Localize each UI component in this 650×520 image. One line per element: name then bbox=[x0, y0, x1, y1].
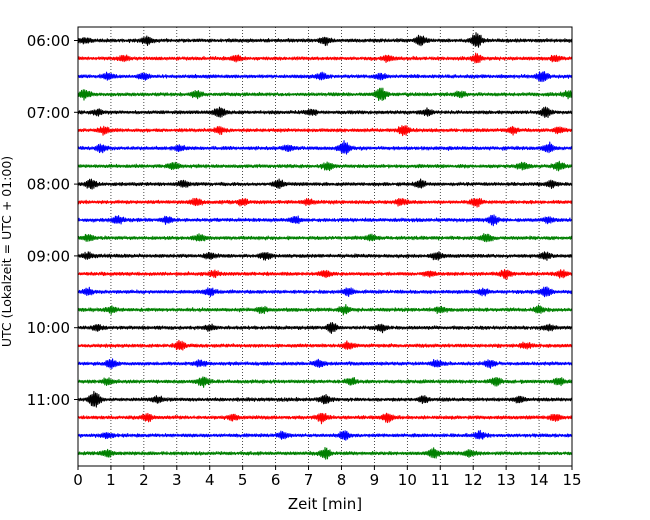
trace-0845 bbox=[77, 233, 573, 243]
y-tick-label: 06:00 bbox=[27, 32, 70, 50]
trace-1030 bbox=[77, 358, 573, 370]
x-tick-label: 15 bbox=[562, 471, 581, 489]
x-tick-label: 3 bbox=[172, 471, 182, 489]
x-tick-label: 13 bbox=[497, 471, 516, 489]
trace-0715 bbox=[77, 125, 573, 137]
x-tick-label: 6 bbox=[271, 471, 281, 489]
trace-0915 bbox=[77, 269, 573, 280]
x-tick-label: 5 bbox=[238, 471, 248, 489]
y-axis-ticks: 06:00 07:00 08:00 09:00 10:00 11:00 bbox=[27, 32, 78, 409]
plot-frame bbox=[77, 26, 573, 467]
trace-1100 bbox=[77, 390, 573, 408]
x-tick-label: 8 bbox=[337, 471, 347, 489]
y-tick-label: 10:00 bbox=[27, 319, 70, 337]
trace-0830 bbox=[77, 214, 573, 227]
x-tick-label: 0 bbox=[73, 471, 83, 489]
trace-0900 bbox=[77, 251, 573, 261]
y-tick-label: 09:00 bbox=[27, 247, 70, 265]
trace-0800 bbox=[77, 178, 573, 190]
trace-1015 bbox=[77, 339, 573, 351]
trace-0930 bbox=[77, 286, 573, 298]
trace-0945 bbox=[77, 304, 573, 316]
trace-1000 bbox=[77, 322, 573, 334]
seismogram-traces bbox=[77, 32, 573, 460]
trace-1145 bbox=[77, 446, 573, 460]
x-tick-label: 4 bbox=[205, 471, 215, 489]
y-axis-label: UTC (Lokalzeit = UTC + 01:00) bbox=[0, 156, 14, 347]
vertical-gridlines bbox=[110, 27, 540, 466]
trace-0815 bbox=[77, 197, 573, 208]
x-tick-label: 2 bbox=[139, 471, 149, 489]
x-tick-label: 10 bbox=[398, 471, 417, 489]
y-tick-label: 11:00 bbox=[27, 391, 70, 409]
trace-0600 bbox=[77, 32, 573, 48]
x-tick-label: 9 bbox=[370, 471, 380, 489]
trace-1045 bbox=[77, 376, 573, 388]
y-tick-label: 08:00 bbox=[27, 176, 70, 194]
x-tick-label: 14 bbox=[530, 471, 549, 489]
trace-0730 bbox=[77, 140, 573, 155]
x-axis-label: Zeit [min] bbox=[288, 495, 362, 513]
x-tick-label: 1 bbox=[106, 471, 116, 489]
y-tick-label: 07:00 bbox=[27, 104, 70, 122]
x-axis-ticks: 0 1 2 3 4 5 6 7 8 9 10 11 12 13 14 15 bbox=[73, 466, 582, 489]
trace-0645 bbox=[77, 87, 573, 102]
trace-1115 bbox=[77, 412, 573, 425]
x-tick-label: 12 bbox=[464, 471, 483, 489]
x-tick-label: 7 bbox=[304, 471, 314, 489]
trace-0745 bbox=[77, 160, 573, 172]
trace-1130 bbox=[77, 429, 573, 441]
trace-0700 bbox=[77, 106, 573, 118]
x-tick-label: 11 bbox=[431, 471, 450, 489]
trace-0615 bbox=[77, 52, 573, 64]
trace-0630 bbox=[77, 71, 573, 83]
